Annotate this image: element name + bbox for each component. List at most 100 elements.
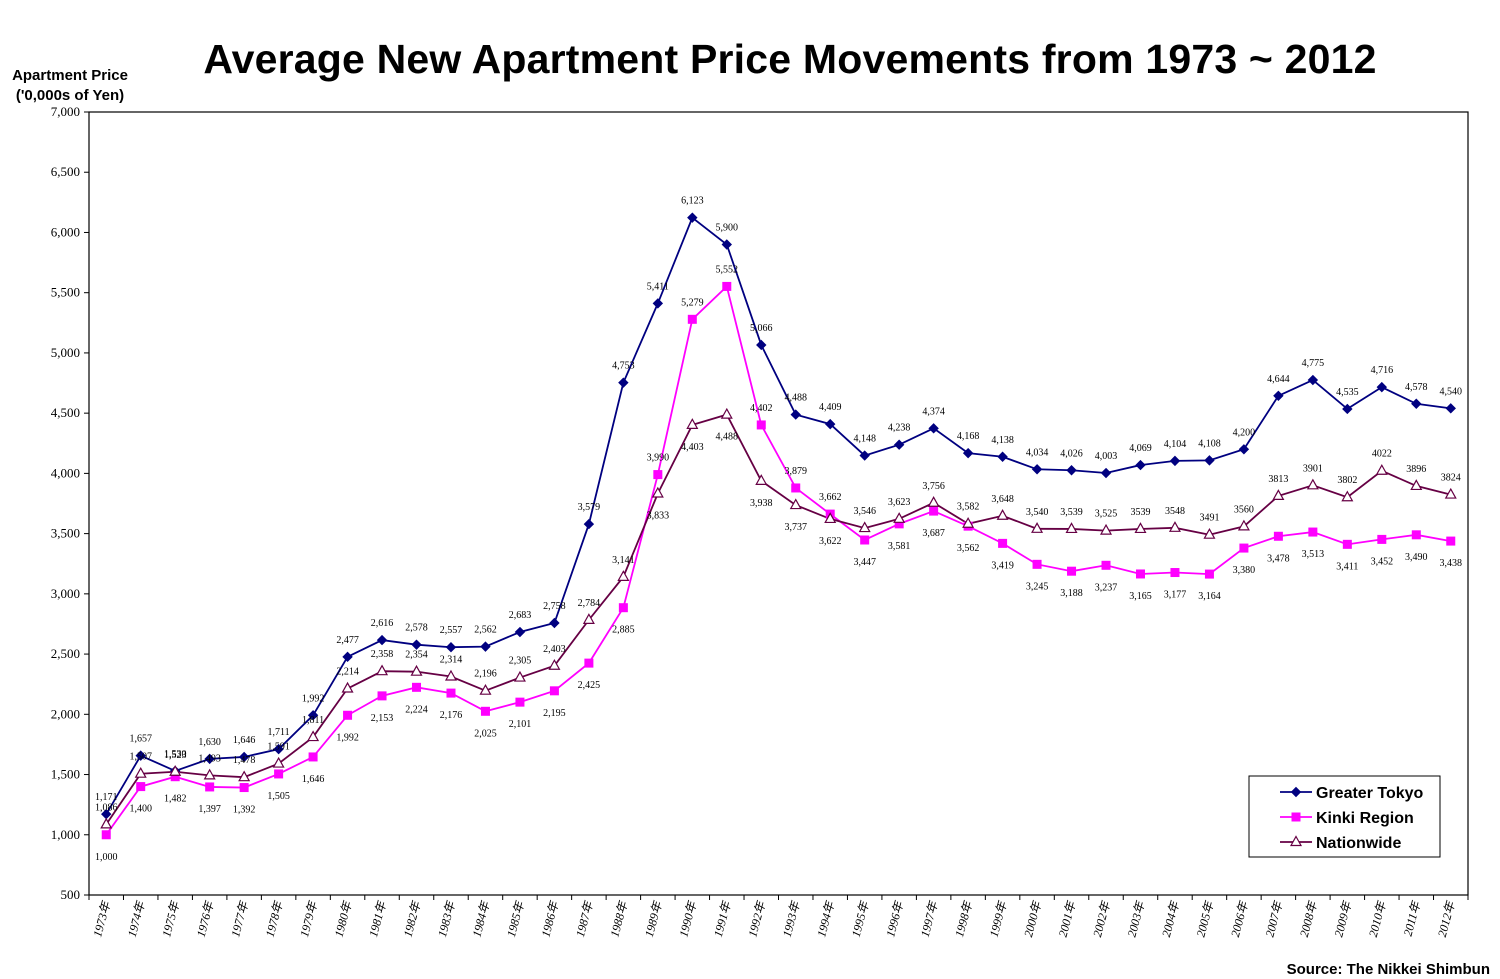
data-label: 5,411	[647, 281, 669, 292]
data-point-marker	[342, 651, 353, 663]
data-label: 2,557	[440, 625, 463, 636]
data-point-marker	[548, 659, 561, 670]
data-point-marker	[1100, 467, 1112, 479]
data-label: 4,026	[1060, 448, 1083, 459]
x-tick-label: 2004年	[1159, 898, 1182, 938]
data-label: 3,562	[957, 543, 980, 554]
data-label: 3,177	[1164, 590, 1187, 601]
data-point-marker	[860, 535, 870, 545]
data-label: 4,775	[1302, 358, 1325, 369]
y-tick-label: 500	[61, 887, 81, 902]
data-label: 1,397	[198, 804, 221, 815]
data-label: 1,086	[95, 802, 118, 813]
data-label: 3,581	[888, 541, 911, 552]
data-point-marker	[1273, 531, 1283, 541]
data-label: 2,616	[371, 618, 394, 629]
data-point-marker	[859, 450, 870, 461]
data-point-marker	[307, 710, 319, 721]
data-label: 1,591	[267, 742, 290, 753]
data-point-marker	[1342, 403, 1353, 415]
data-point-marker	[617, 570, 630, 581]
data-label: 4,108	[1198, 438, 1221, 449]
data-point-marker	[618, 603, 628, 613]
data-label: 4,716	[1371, 365, 1394, 376]
data-point-marker	[515, 697, 525, 707]
x-tick-label: 2008年	[1297, 898, 1320, 938]
x-tick-label: 2010年	[1366, 898, 1389, 938]
data-label: 4,488	[716, 432, 739, 443]
data-point-marker	[1291, 812, 1301, 822]
y-tick-label: 2,500	[51, 646, 80, 661]
data-point-marker	[756, 339, 767, 351]
data-point-marker	[1031, 464, 1043, 475]
legend-entry-label: Nationwide	[1316, 835, 1401, 852]
data-point-marker	[858, 521, 871, 533]
data-label: 3824	[1441, 473, 1461, 484]
data-label: 4,402	[750, 403, 773, 414]
data-point-marker	[687, 212, 698, 223]
data-point-marker	[721, 239, 732, 250]
data-label: 4,540	[1440, 386, 1463, 397]
data-label: 3,539	[1060, 507, 1083, 518]
data-point-marker	[135, 750, 146, 761]
data-point-marker	[170, 772, 180, 782]
data-label: 3,648	[991, 494, 1014, 505]
data-point-marker	[274, 769, 284, 779]
x-tick-label: 1973年	[90, 898, 113, 938]
data-label: 3,141	[612, 555, 635, 566]
data-point-marker	[756, 420, 766, 430]
data-point-marker	[444, 669, 458, 681]
data-point-marker	[928, 423, 939, 434]
data-point-marker	[1135, 459, 1146, 471]
data-label: 3,756	[922, 481, 945, 492]
data-label: 4,138	[991, 435, 1014, 446]
x-tick-label: 2005年	[1193, 898, 1216, 938]
data-point-marker	[343, 710, 353, 720]
data-point-marker	[1444, 487, 1457, 499]
data-point-marker	[1273, 390, 1284, 402]
data-point-marker	[1410, 479, 1423, 491]
data-point-marker	[307, 730, 320, 742]
data-label: 2,477	[336, 635, 359, 646]
data-label: 3548	[1165, 506, 1185, 517]
x-tick-label: 1988年	[607, 898, 630, 938]
x-tick-label: 1984年	[470, 898, 493, 938]
data-label: 3,188	[1060, 588, 1083, 599]
data-point-marker	[1134, 522, 1147, 534]
data-point-marker	[377, 691, 387, 701]
data-point-marker	[996, 509, 1009, 520]
data-label: 4,409	[819, 402, 842, 413]
y-tick-label: 1,500	[51, 767, 80, 782]
data-point-marker	[1239, 543, 1249, 553]
data-label: 3,540	[1026, 507, 1049, 518]
data-point-marker	[893, 439, 905, 450]
data-point-marker	[204, 753, 215, 765]
data-point-marker	[136, 782, 146, 792]
x-tick-label: 1983年	[435, 898, 458, 938]
data-label: 4,034	[1026, 447, 1049, 458]
data-point-marker	[1341, 490, 1354, 502]
y-tick-label: 3,000	[51, 586, 80, 601]
data-label: 1,171	[95, 792, 118, 803]
data-point-marker	[446, 688, 456, 698]
data-point-marker	[101, 830, 111, 840]
data-label: 1,992	[336, 732, 359, 743]
data-label: 4,644	[1267, 374, 1290, 385]
data-label: 1,657	[129, 734, 152, 745]
data-point-marker	[203, 768, 216, 780]
data-label: 4022	[1372, 449, 1392, 460]
data-point-marker	[272, 756, 285, 768]
data-label: 3,579	[578, 502, 601, 513]
data-label: 3539	[1130, 507, 1150, 518]
data-label: 1,630	[198, 737, 221, 748]
data-label: 3,447	[853, 557, 876, 568]
data-point-marker	[1446, 536, 1456, 546]
x-tick-label: 1982年	[401, 898, 424, 938]
y-tick-label: 4,500	[51, 405, 80, 420]
data-label: 4,374	[922, 406, 945, 417]
data-label: 3,438	[1440, 558, 1463, 569]
x-tick-label: 1981年	[366, 898, 389, 938]
data-point-marker	[1238, 444, 1250, 455]
data-label: 1,711	[268, 727, 290, 738]
x-tick-label: 1992年	[745, 898, 768, 938]
